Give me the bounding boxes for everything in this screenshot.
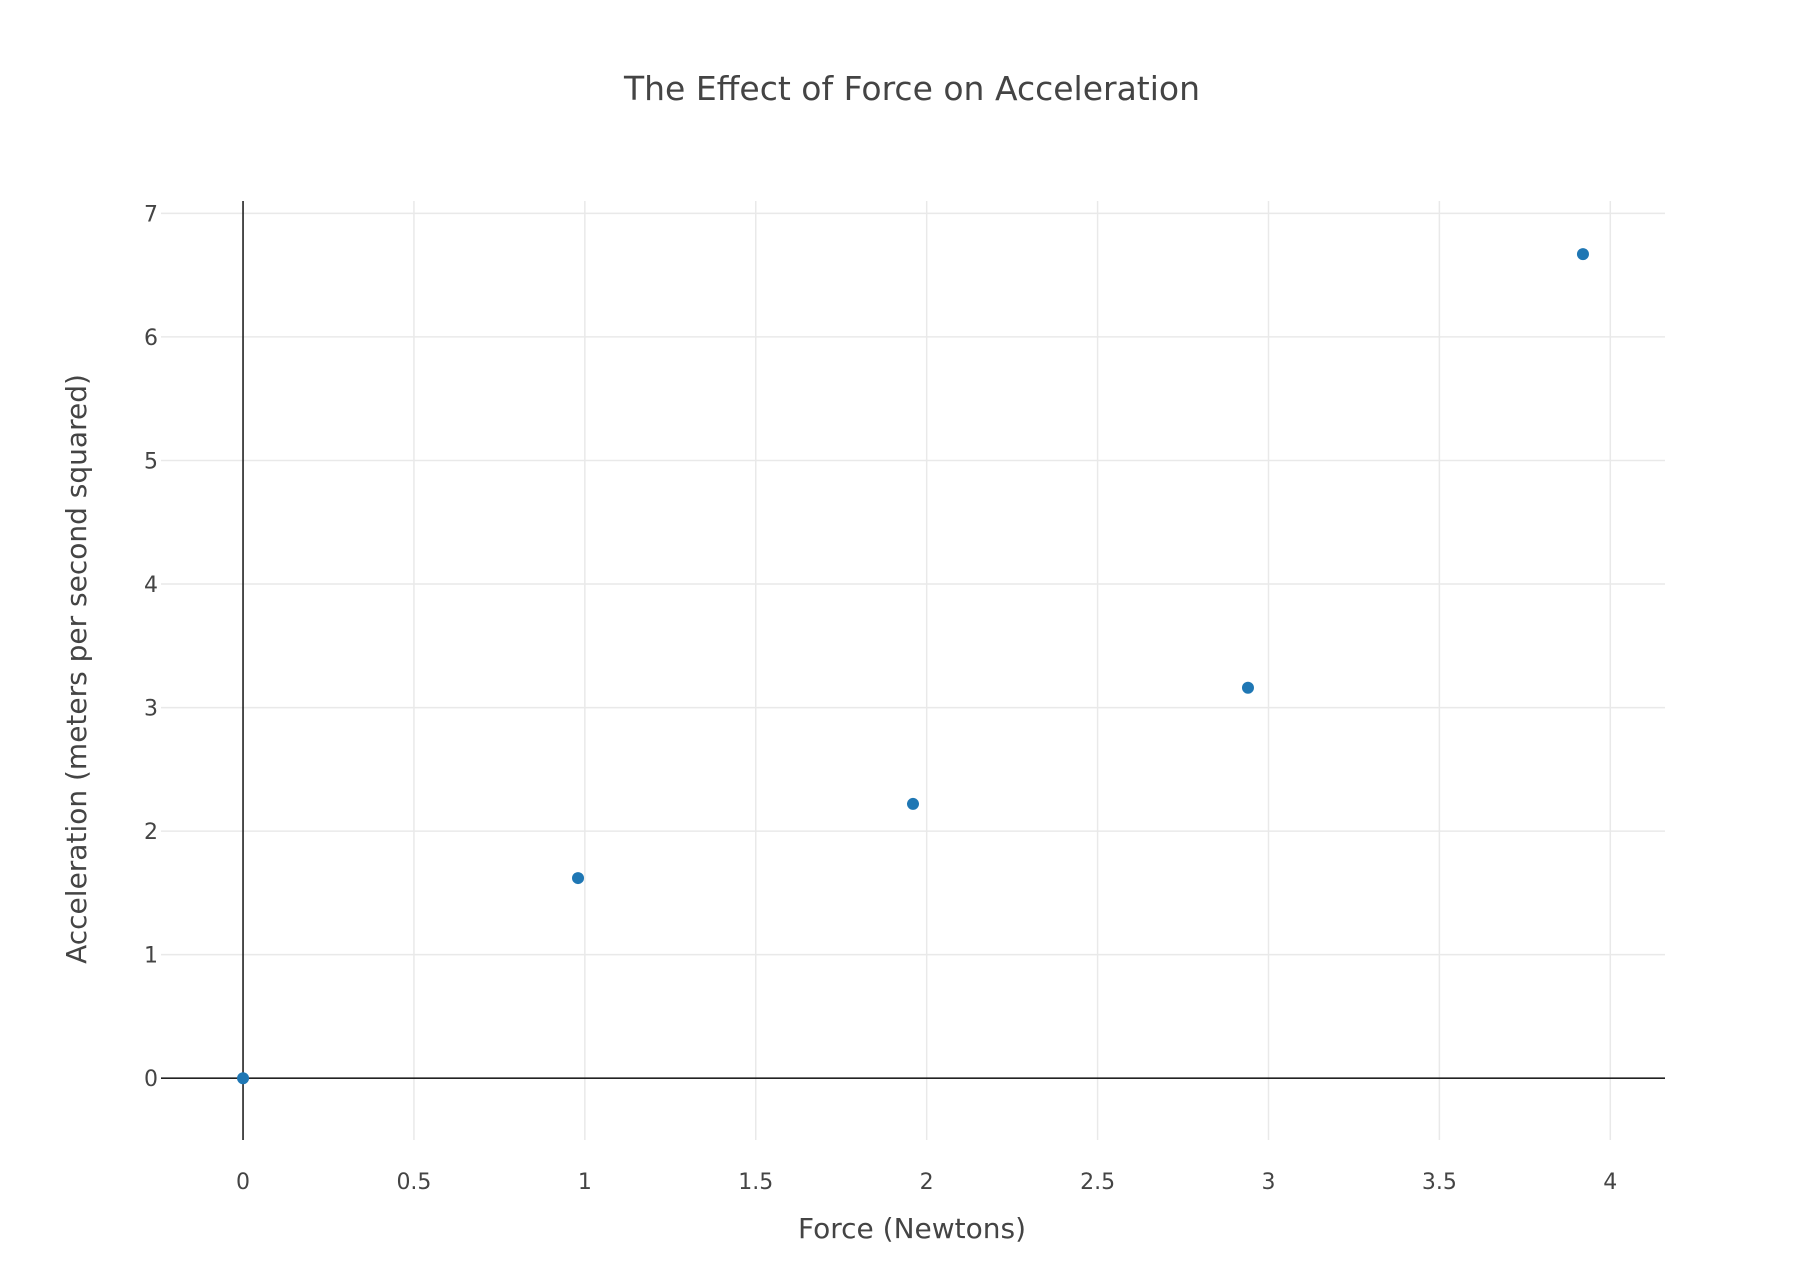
x-tick-label: 2 [920,1170,934,1195]
x-tick-label: 0.5 [396,1170,431,1195]
y-tick-label: 4 [144,573,158,598]
x-axis-title: Force (Newtons) [798,1212,1026,1245]
data-point[interactable] [572,872,585,885]
data-point[interactable] [237,1072,250,1085]
data-point[interactable] [1241,681,1254,694]
y-tick-label: 2 [144,820,158,845]
x-tick-label: 1 [578,1170,592,1195]
data-point[interactable] [907,797,919,810]
y-tick-label: 5 [144,449,158,474]
gridlines [161,201,1665,1140]
data-points [237,248,1589,1085]
x-tick-label: 0 [236,1170,250,1195]
y-tick-label: 7 [144,202,158,227]
x-tick-label: 3 [1261,1170,1275,1195]
x-tick-label: 2.5 [1080,1170,1115,1195]
y-tick-label: 6 [144,326,158,351]
y-tick-label: 3 [144,697,158,722]
x-axis-ticks: 0 0.5 1 1.5 2 2.5 3 3.5 4 [236,1170,1617,1195]
y-tick-label: 0 [144,1067,158,1092]
zero-lines [161,201,1665,1140]
x-tick-label: 4 [1603,1170,1617,1195]
x-tick-label: 3.5 [1422,1170,1457,1195]
y-axis-ticks: 0 1 2 3 4 5 6 7 [144,202,158,1092]
chart-title: The Effect of Force on Acceleration [623,69,1200,108]
y-axis-title: Acceleration (meters per second squared) [60,374,93,964]
y-tick-label: 1 [144,944,158,969]
data-point[interactable] [1576,248,1589,261]
x-tick-label: 1.5 [738,1170,773,1195]
